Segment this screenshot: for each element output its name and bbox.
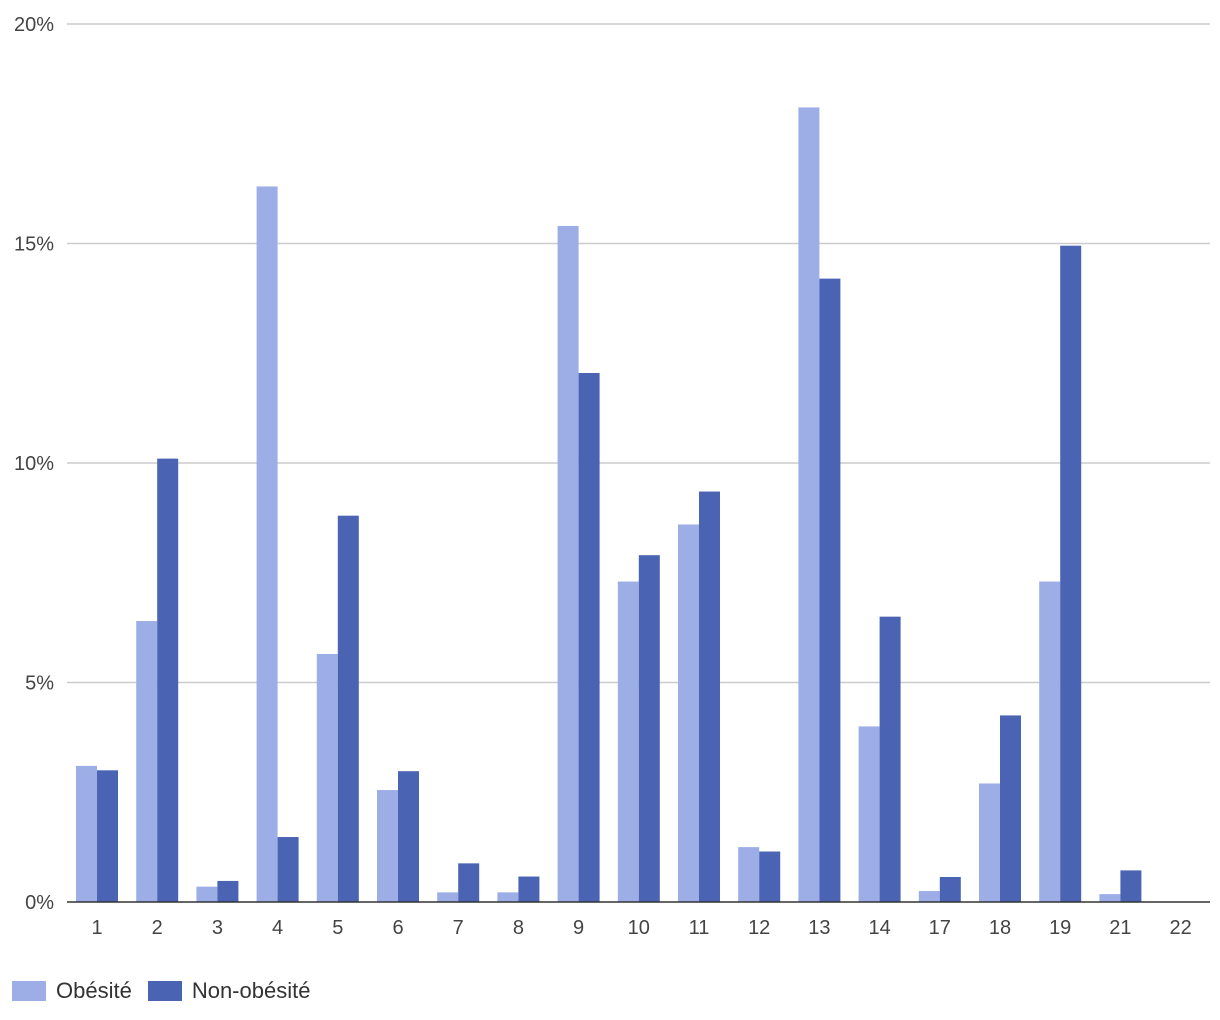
- x-tick-label: 5: [332, 917, 343, 939]
- bar-non-obesite-17: [939, 876, 961, 902]
- legend: Obésité Non-obésité: [12, 978, 310, 1004]
- bar-non-obesite-10: [638, 555, 660, 902]
- bar-obesite-21: [1099, 894, 1121, 902]
- bar-non-obesite-14: [879, 616, 901, 902]
- y-tick-label: 15%: [14, 234, 54, 256]
- x-tick-label: 4: [272, 917, 283, 939]
- x-tick-label: 2: [152, 917, 163, 939]
- bar-obesite-2: [136, 621, 158, 902]
- bar-non-obesite-19: [1060, 245, 1082, 902]
- bar-non-obesite-1: [97, 770, 118, 902]
- bar-obesite-4: [256, 186, 278, 902]
- bar-non-obesite-8: [518, 876, 540, 902]
- bars: [76, 107, 1142, 902]
- x-tick-label: 19: [1049, 917, 1071, 939]
- x-tick-label: 6: [392, 917, 403, 939]
- y-axis-ticks: 0% 5% 10% 15% 20%: [14, 14, 54, 914]
- bar-non-obesite-5: [337, 515, 359, 902]
- bar-obesite-8: [497, 892, 519, 902]
- y-tick-label: 20%: [14, 14, 54, 36]
- x-axis-ticks: 1 2 3 4 5 6 7 8 9 10 11 12 13 14 17 18 19 21 22: [91, 917, 1191, 939]
- y-tick-label: 10%: [14, 453, 54, 475]
- x-tick-label: 3: [212, 917, 223, 939]
- y-tick-label: 0%: [25, 892, 54, 914]
- legend-label-obesite: Obésité: [56, 978, 132, 1003]
- bar-non-obesite-7: [458, 863, 480, 902]
- bar-non-obesite-12: [759, 851, 781, 902]
- x-tick-label: 7: [453, 917, 464, 939]
- x-tick-label: 8: [513, 917, 524, 939]
- bar-obesite-7: [437, 892, 459, 902]
- bar-obesite-14: [858, 726, 880, 902]
- legend-item-obesite: Obésité: [12, 978, 132, 1004]
- bar-non-obesite-18: [1000, 715, 1021, 902]
- legend-label-non-obesite: Non-obésité: [191, 978, 311, 1003]
- bar-non-obesite-21: [1120, 870, 1142, 902]
- legend-swatch-obesite: [12, 981, 46, 1001]
- bar-obesite-9: [557, 225, 579, 902]
- bar-non-obesite-4: [277, 837, 299, 902]
- bar-obesite-1: [76, 765, 97, 902]
- x-tick-label: 17: [929, 917, 951, 939]
- x-tick-label: 21: [1109, 917, 1131, 939]
- y-tick-label: 5%: [25, 673, 54, 695]
- x-tick-label: 1: [91, 917, 102, 939]
- bar-non-obesite-3: [217, 880, 239, 902]
- x-tick-label: 13: [808, 917, 830, 939]
- x-tick-label: 9: [573, 917, 584, 939]
- bar-obesite-11: [678, 524, 699, 902]
- bar-obesite-17: [918, 891, 940, 902]
- bar-obesite-10: [617, 581, 639, 902]
- bar-non-obesite-2: [157, 458, 179, 902]
- x-tick-label: 10: [628, 917, 650, 939]
- bar-non-obesite-9: [578, 373, 600, 902]
- bar-non-obesite-6: [398, 771, 419, 902]
- bar-obesite-12: [738, 847, 760, 902]
- legend-item-non-obesite: Non-obésité: [147, 978, 311, 1004]
- bar-obesite-13: [798, 107, 820, 902]
- x-tick-label: 11: [689, 917, 710, 939]
- x-tick-label: 22: [1169, 917, 1191, 939]
- bar-non-obesite-13: [819, 278, 841, 902]
- legend-swatch-non-obesite: [147, 981, 182, 1001]
- bar-obesite-18: [979, 783, 1000, 902]
- bar-obesite-19: [1039, 581, 1061, 902]
- x-tick-label: 14: [868, 917, 890, 939]
- bar-obesite-6: [377, 790, 398, 902]
- x-tick-label: 12: [748, 917, 770, 939]
- bar-obesite-5: [316, 653, 338, 902]
- bar-obesite-3: [196, 886, 218, 902]
- bar-non-obesite-11: [699, 491, 720, 902]
- x-tick-label: 18: [989, 917, 1011, 939]
